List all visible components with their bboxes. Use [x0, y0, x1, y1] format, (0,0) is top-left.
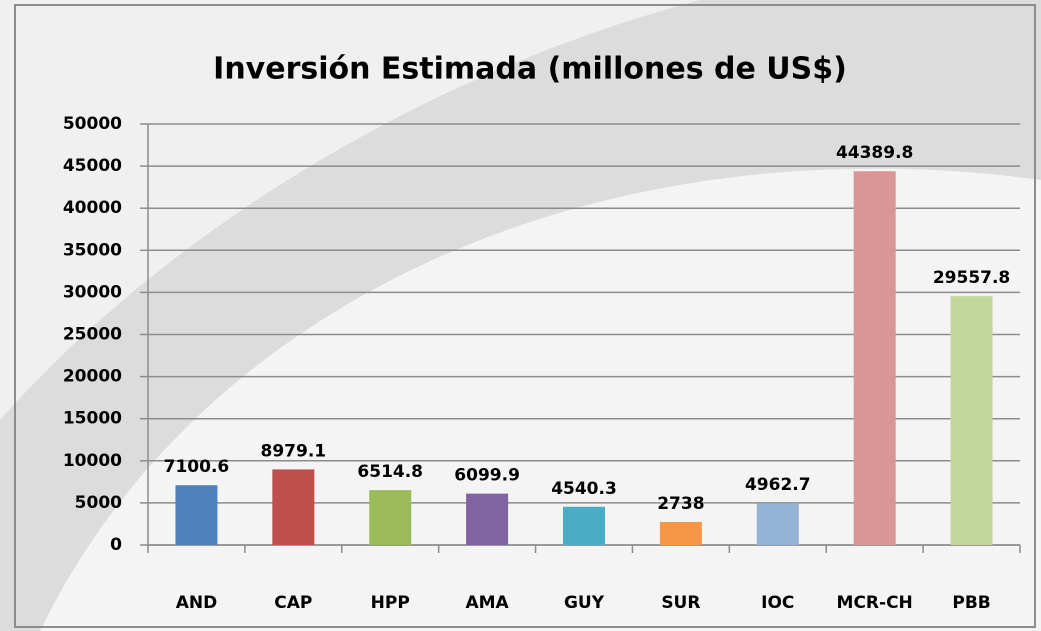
y-tick-label: 20000	[63, 367, 122, 387]
data-label: 7100.6	[164, 457, 230, 477]
bar	[175, 485, 218, 545]
y-tick-label: 15000	[63, 409, 122, 429]
y-tick-label: 30000	[63, 282, 122, 302]
x-tick-label: SUR	[661, 593, 700, 613]
bar	[563, 506, 605, 545]
chart-title: Inversión Estimada (millones de US$)	[213, 52, 847, 87]
x-tick-label: GUY	[564, 593, 605, 613]
bar	[659, 521, 702, 545]
data-label: 4962.7	[745, 475, 811, 495]
y-tick-label: 40000	[63, 198, 122, 218]
data-label: 6099.9	[454, 466, 520, 486]
x-tick-label: AND	[176, 593, 218, 613]
x-tick-label: CAP	[274, 593, 312, 613]
y-tick-label: 10000	[63, 451, 122, 471]
bar	[369, 490, 412, 545]
data-label: 2738	[657, 494, 704, 514]
x-tick-label: IOC	[761, 593, 794, 613]
bar	[272, 469, 315, 545]
y-tick-label: 25000	[63, 325, 122, 345]
bar	[466, 493, 509, 545]
y-tick-label: 0	[110, 535, 122, 555]
bar	[950, 296, 993, 545]
data-label: 8979.1	[261, 441, 327, 461]
data-label: 6514.8	[357, 462, 423, 482]
y-tick-label: 35000	[63, 240, 122, 260]
bar	[853, 171, 896, 545]
x-tick-label: HPP	[371, 593, 410, 613]
x-tick-label: MCR-CH	[837, 593, 913, 613]
chart-border	[14, 4, 1036, 628]
x-tick-label: PBB	[952, 593, 990, 613]
backdrop-swoosh	[0, 0, 700, 420]
data-label: 29557.8	[933, 268, 1010, 288]
data-label: 4540.3	[551, 479, 617, 499]
y-tick-label: 45000	[63, 156, 122, 176]
bar	[756, 503, 799, 545]
data-label: 44389.8	[836, 143, 913, 163]
y-tick-label: 5000	[75, 493, 122, 513]
x-tick-label: AMA	[465, 593, 509, 613]
y-tick-label: 50000	[63, 114, 122, 134]
